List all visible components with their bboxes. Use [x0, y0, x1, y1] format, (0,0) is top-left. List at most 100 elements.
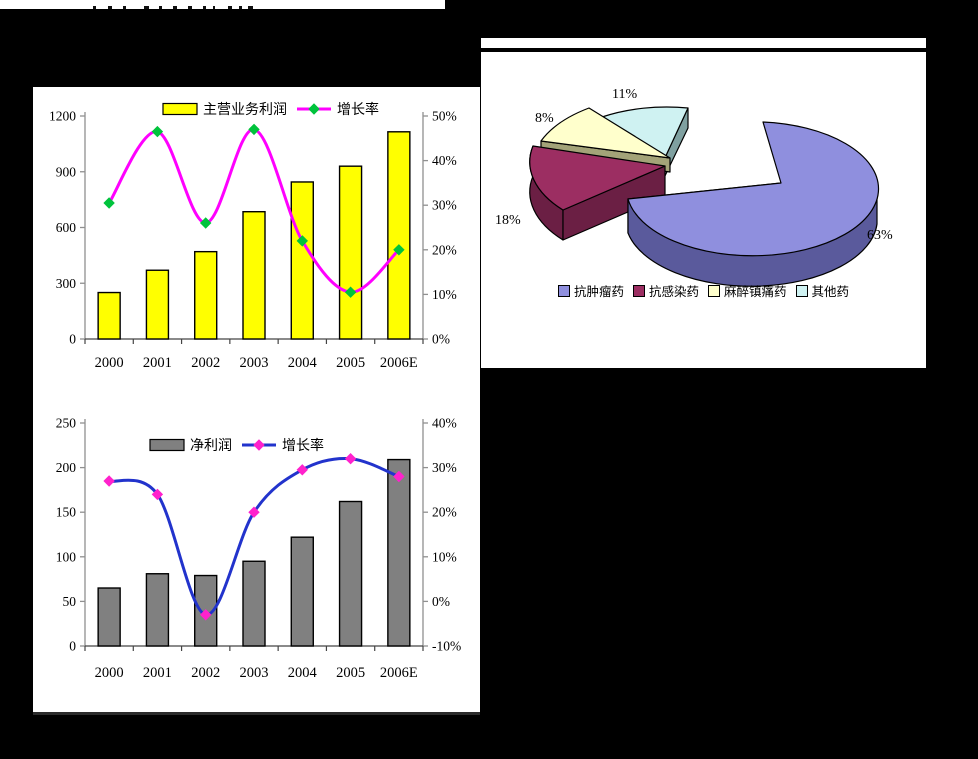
right-axis-tick-label: -10% — [432, 639, 461, 654]
pie-legend-label: 抗肿瘤药 — [573, 285, 624, 299]
category-label: 2001 — [143, 665, 172, 681]
bar-2004 — [290, 181, 314, 340]
category-label: 2004 — [288, 665, 318, 681]
pie-legend-swatch — [632, 284, 645, 297]
bar-2005 — [338, 165, 363, 340]
bar-2003 — [242, 211, 266, 340]
category-label: 2001 — [143, 355, 172, 371]
left-axis-tick-label: 50 — [63, 594, 77, 609]
right-axis-tick-label: 10% — [432, 287, 457, 302]
line-marker-2000 — [103, 197, 115, 209]
line-marker-2000 — [103, 475, 115, 487]
category-label: 2006E — [380, 355, 418, 371]
right-axis-tick-label: 40% — [432, 153, 457, 168]
category-label: 2000 — [95, 355, 124, 371]
right-axis-tick-label: 30% — [432, 460, 457, 475]
right-axis-tick-label: 10% — [432, 549, 457, 564]
pie-slice-other-top — [601, 106, 689, 163]
legend-line-marker — [253, 439, 265, 451]
line-marker-2005 — [344, 286, 357, 298]
bar-2000 — [97, 291, 121, 340]
bar-2005 — [338, 500, 363, 647]
pie-slice-antitumor-top — [627, 121, 880, 257]
legend-line-label: 增长率 — [337, 101, 379, 118]
bar-2001 — [145, 269, 170, 340]
legend-line-label: 增长率 — [282, 437, 324, 454]
category-label: 2005 — [336, 355, 365, 371]
line-marker-2003 — [248, 506, 260, 518]
line-marker-2002 — [199, 217, 212, 229]
left-axis-tick-label: 150 — [56, 505, 77, 520]
bar-2002 — [194, 250, 218, 340]
category-label: 2000 — [95, 665, 124, 681]
pie-legend-item: 麻醉镇痛药 — [708, 281, 787, 300]
left-axis-tick-label: 100 — [56, 549, 77, 564]
line-marker-2002 — [199, 609, 212, 621]
cutoff-caption-strip — [0, 0, 445, 9]
right-axis-tick-label: 20% — [432, 505, 457, 520]
pie-slice-anesthetic-top — [540, 107, 671, 159]
left-axis-tick-label: 250 — [56, 416, 77, 431]
pie-percent-label-anesthetic: 8% — [535, 111, 554, 126]
right-axis-tick-label: 20% — [432, 242, 457, 257]
pie-legend-item: 其他药 — [795, 281, 850, 300]
line-marker-2004 — [296, 235, 309, 247]
bar-2004 — [290, 536, 314, 647]
category-label: 2002 — [191, 665, 220, 681]
pie-legend-label: 麻醉镇痛药 — [724, 285, 787, 299]
legend-bar-label: 主营业务利润 — [203, 102, 287, 118]
category-label: 2003 — [240, 665, 269, 681]
line-marker-2001 — [151, 125, 164, 138]
right-axis-tick-label: 30% — [432, 198, 457, 213]
left-axis-tick-label: 900 — [56, 164, 77, 179]
panel-top-rule — [481, 48, 926, 52]
pie-percent-label-antitumor: 63% — [867, 228, 893, 243]
legend-bar-swatch — [162, 102, 198, 116]
pie-slice-antiinfective-top — [529, 145, 666, 211]
line-marker-2005 — [344, 452, 357, 465]
bar-2000 — [97, 587, 121, 647]
pie-legend-swatch — [557, 284, 570, 297]
category-label: 2006E — [380, 665, 418, 681]
pie-legend-label: 其他药 — [811, 285, 850, 299]
line-marker-2006E — [393, 470, 405, 483]
bar-2006E — [387, 131, 411, 340]
legend-bar-swatch — [149, 438, 185, 452]
line-marker-2004 — [296, 464, 309, 476]
pie-percent-label-other: 11% — [612, 87, 638, 102]
pie-legend: 抗肿瘤药 抗感染药 麻醉镇痛药 其他药 — [481, 281, 926, 300]
right-axis-tick-label: 0% — [432, 594, 450, 609]
pie-3d-canvas — [529, 106, 880, 287]
legend-bar-label: 净利润 — [190, 438, 232, 454]
left-axis-tick-label: 0 — [69, 332, 76, 347]
bar-2006E — [387, 458, 411, 647]
bar-2001 — [145, 573, 170, 647]
pie-legend-swatch — [708, 284, 720, 297]
pie-legend-swatch — [795, 284, 808, 297]
right-axis-tick-label: 0% — [432, 332, 450, 347]
left-charts-panel: 0 300 600 900 1200 0% 10% 20% 30% 40% 50% 2000 2001 2… — [33, 87, 480, 715]
bar-2003 — [242, 560, 266, 647]
line-marker-2001 — [151, 488, 164, 501]
category-label: 2003 — [240, 355, 269, 371]
cutoff-text-tops — [93, 6, 253, 9]
category-label: 2005 — [336, 665, 365, 681]
left-axis-tick-label: 300 — [56, 276, 77, 291]
pie-legend-label: 抗感染药 — [648, 285, 699, 299]
left-axis-tick-label: 0 — [69, 639, 76, 654]
line-marker-2003 — [248, 123, 260, 136]
pie-percent-label-antiinfective: 18% — [495, 213, 521, 228]
right-axis-tick-label: 40% — [432, 416, 457, 431]
pie-legend-item: 抗肿瘤药 — [557, 281, 624, 300]
category-label: 2004 — [288, 355, 318, 371]
pie-chart-panel: 11% 8% 18% 63% 抗肿瘤药 抗感染药 麻醉镇痛药 其他药 — [481, 38, 926, 368]
legend-line-marker — [308, 103, 320, 115]
line-marker-2006E — [393, 244, 405, 256]
pie-legend-item: 抗感染药 — [632, 281, 699, 300]
left-axis-tick-label: 200 — [56, 460, 77, 475]
right-axis-tick-label: 50% — [432, 109, 457, 124]
category-label: 2002 — [191, 355, 220, 371]
left-axis-tick-label: 600 — [56, 220, 77, 235]
